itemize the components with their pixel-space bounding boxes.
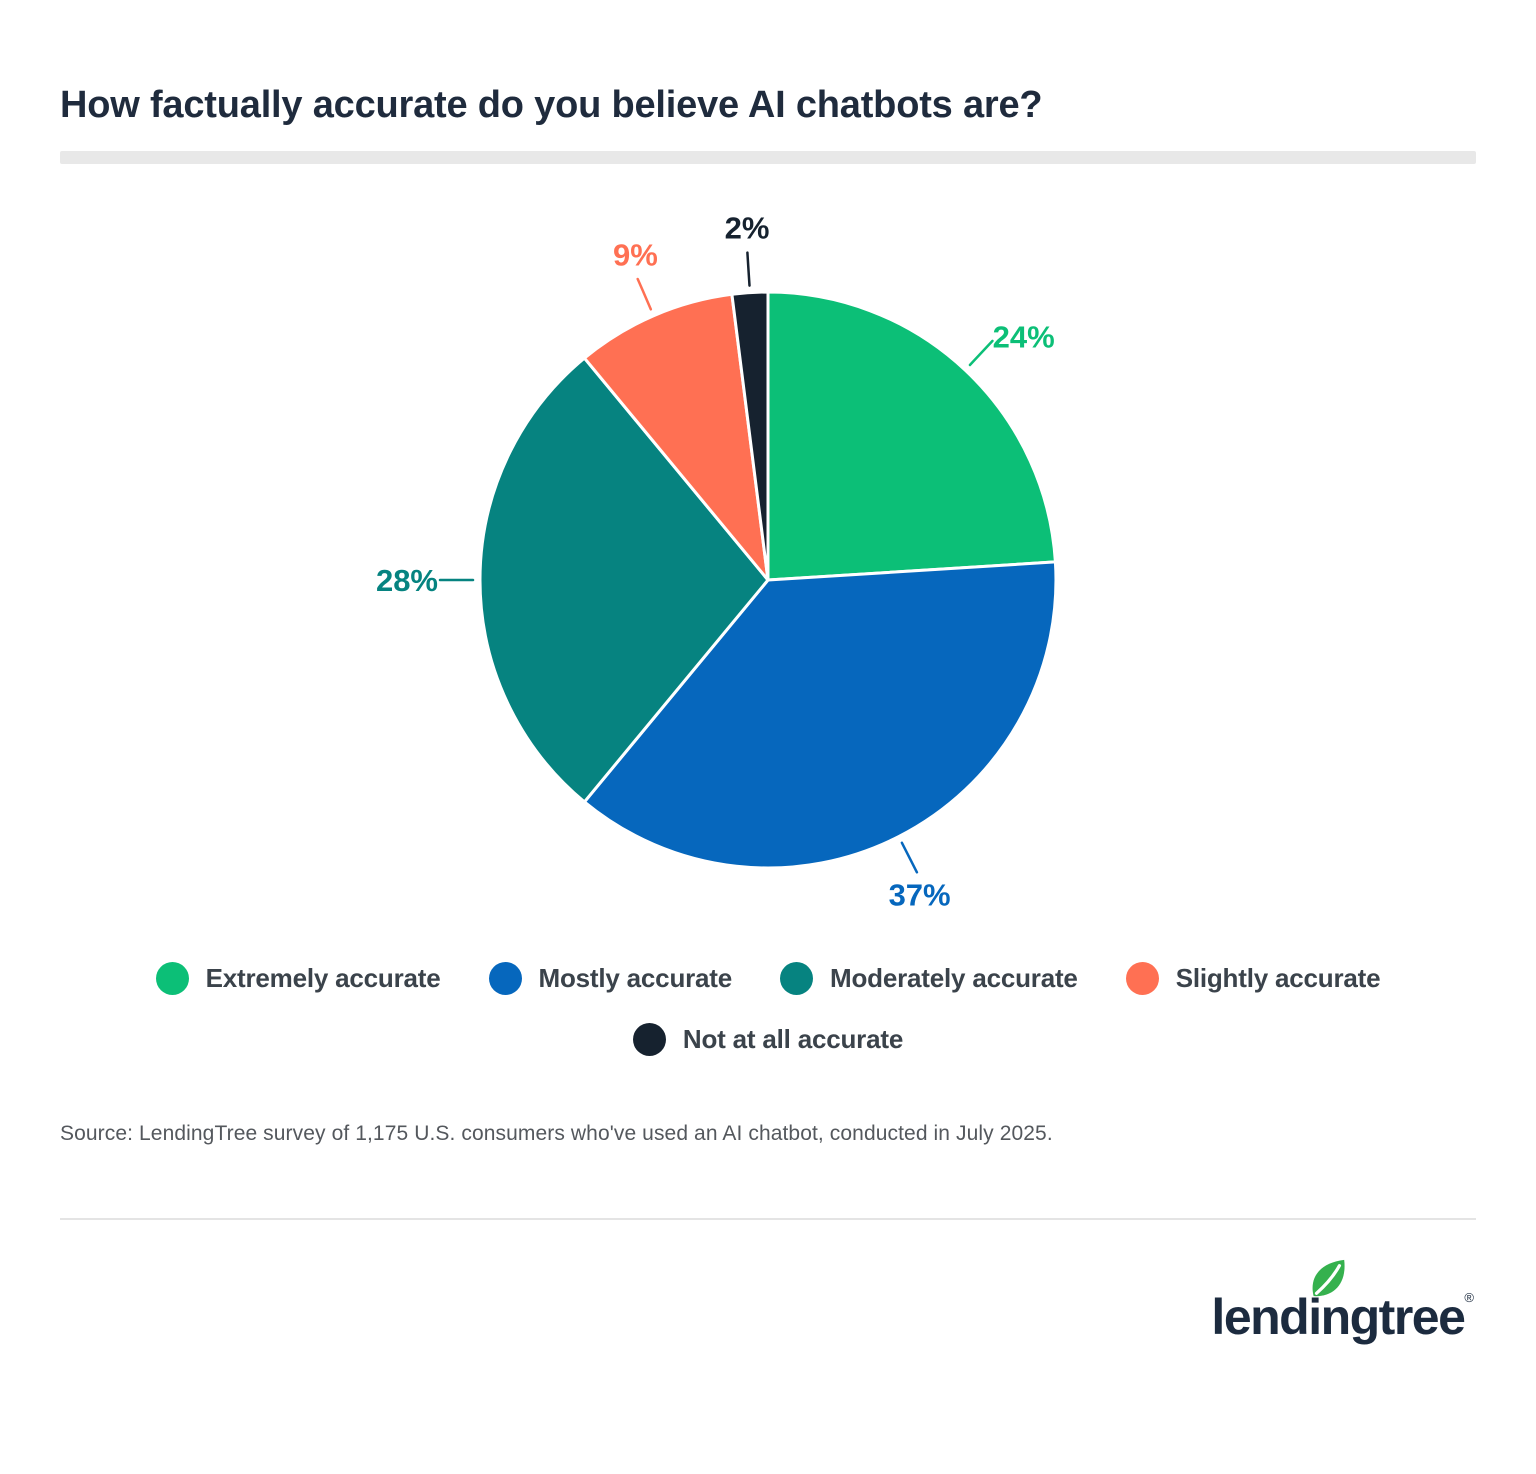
legend-item-mostly-accurate: Mostly accurate — [488, 962, 733, 995]
leaf-icon — [1312, 1259, 1345, 1297]
legend-color-dot — [488, 962, 522, 995]
slice-value-label-mostly-accurate: 37% — [889, 878, 951, 913]
pie-slice-mostly-accurate — [582, 560, 1058, 870]
legend-color-dot — [155, 962, 189, 995]
pie-chart: 24% 37% 28% 9% 2% — [376, 211, 1058, 913]
title-underline-bar — [60, 151, 1476, 164]
page-title: How factually accurate do you believe AI… — [60, 84, 1043, 126]
logo-row: lendingtree® — [60, 1259, 1476, 1345]
footer-divider — [60, 1218, 1476, 1220]
legend-color-dot — [632, 1023, 666, 1056]
pie-chart-area: 24% 37% 28% 9% 2% — [188, 208, 1348, 948]
legend-label: Moderately accurate — [830, 963, 1078, 993]
slice-connector-mostly-accurate — [900, 841, 919, 874]
source-text: Source: LendingTree survey of 1,175 U.S.… — [60, 1122, 1053, 1145]
slice-connector-slightly-accurate — [636, 277, 653, 311]
legend-row: Extremely accurate Mostly accurate Moderat… — [60, 962, 1476, 995]
pie-slice-extremely-accurate — [766, 290, 1057, 582]
legend-color-dot — [1125, 962, 1159, 995]
pie-slice-slightly-accurate — [582, 292, 770, 582]
legend-item-moderately-accurate: Moderately accurate — [780, 962, 1078, 995]
legend-label: Extremely accurate — [205, 963, 441, 993]
slice-value-label-not-at-all-accurate: 2% — [725, 211, 770, 246]
legend-label: Slightly accurate — [1175, 963, 1381, 993]
registered-mark: ® — [1464, 1290, 1474, 1305]
legend-row: Not at all accurate — [60, 1023, 1476, 1056]
slice-connector-not-at-all-accurate — [746, 251, 751, 287]
legend-color-dot — [780, 962, 814, 995]
chart-legend: Extremely accurate Mostly accurate Moderat… — [60, 962, 1476, 1056]
slice-connector-extremely-accurate — [968, 339, 994, 367]
legend-item-not-at-all-accurate: Not at all accurate — [632, 1023, 904, 1056]
lendingtree-logo: lendingtree® — [1211, 1259, 1474, 1345]
legend-item-slightly-accurate: Slightly accurate — [1125, 962, 1381, 995]
legend-label: Not at all accurate — [682, 1024, 904, 1054]
pie-slice-moderately-accurate — [478, 356, 770, 804]
legend-label: Mostly accurate — [538, 963, 733, 993]
legend-item-extremely-accurate: Extremely accurate — [155, 962, 441, 995]
slice-value-label-slightly-accurate: 9% — [613, 238, 658, 273]
logo-text: lendingtree — [1211, 1289, 1465, 1345]
slice-value-label-moderately-accurate: 28% — [376, 563, 438, 598]
slice-value-label-extremely-accurate: 24% — [993, 320, 1055, 355]
pie-slice-not-at-all-accurate — [730, 290, 770, 582]
page-container: How factually accurate do you believe AI… — [0, 84, 1536, 1342]
